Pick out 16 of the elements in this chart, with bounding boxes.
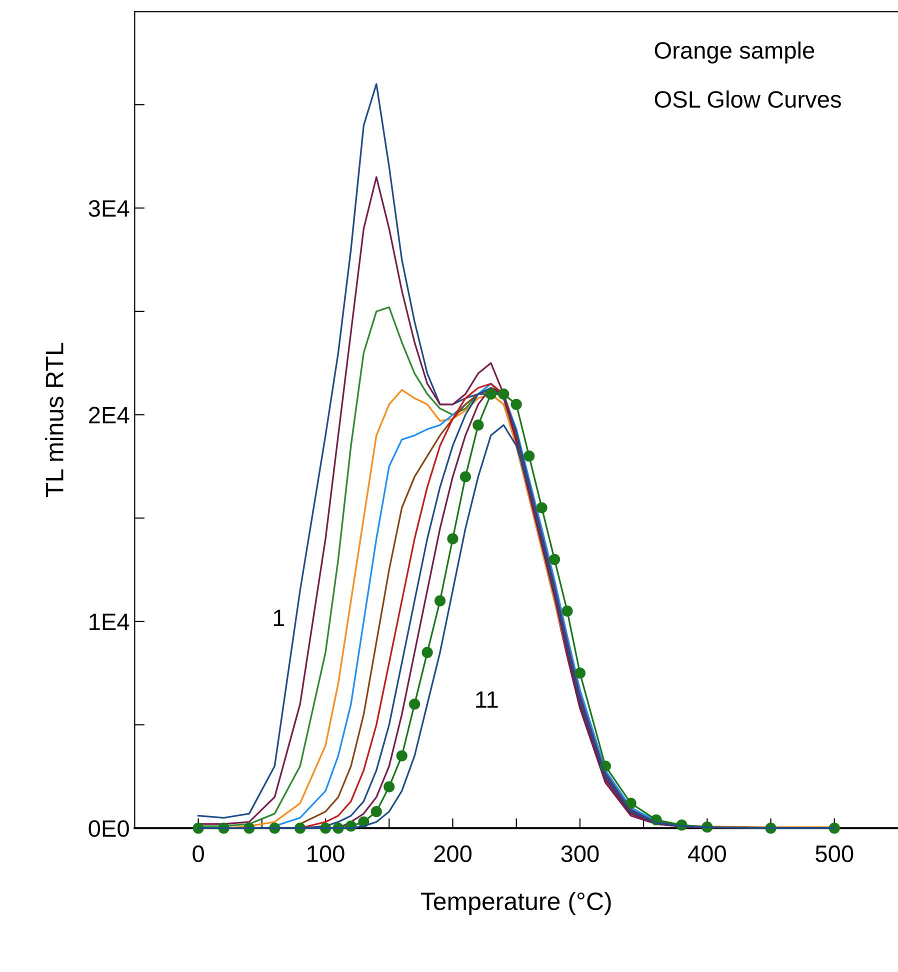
y-tick-label: 0E0: [88, 820, 129, 837]
x-tick-label: 200: [434, 845, 472, 862]
x-tick-label: 400: [688, 845, 726, 862]
x-axis-title: Temperature (°C): [420, 892, 611, 916]
annotation: 1: [274, 610, 284, 626]
annotation: 11: [476, 691, 498, 708]
x-tick-label: 0: [192, 845, 204, 862]
y-tick-label: 2E4: [89, 406, 130, 424]
y-tick-label: 1E4: [90, 614, 130, 630]
y-tick-label: 3E4: [88, 200, 130, 217]
x-tick-label: 500: [816, 845, 854, 862]
annotation: OSL Glow Curves: [654, 90, 841, 108]
y-axis-title: TL minus RTL: [45, 342, 64, 498]
x-tick-label: 300: [561, 845, 599, 862]
annotation: Orange sample: [654, 41, 814, 64]
x-tick-label: 100: [308, 845, 344, 862]
